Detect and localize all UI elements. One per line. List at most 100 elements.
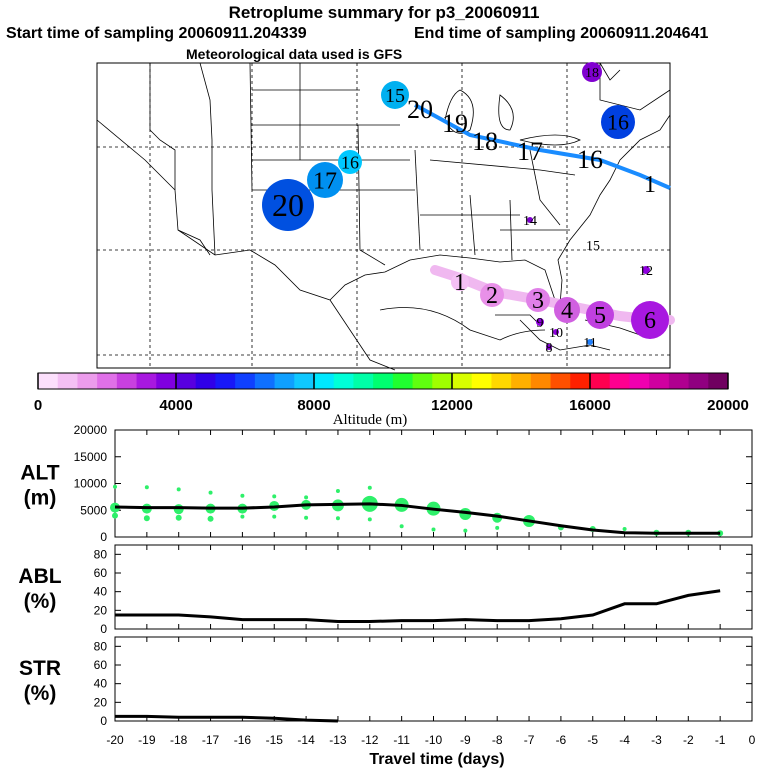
altitude-point	[144, 485, 149, 490]
low-track-label: 1	[454, 270, 466, 296]
high-track-label: 1	[644, 172, 656, 198]
colorbar: 0 4000 8000 12000 16000 20000 Altitude (m)	[34, 372, 749, 428]
colorbar-tick-label: 0	[34, 397, 42, 414]
series-line	[114, 502, 721, 535]
panel-abl: 0 20 40 60 80 ABL(%)	[18, 544, 753, 636]
colorbar-cell	[373, 373, 394, 389]
high-track-label: 16	[577, 145, 603, 174]
y-axis-label: STR	[19, 657, 61, 680]
altitude-point	[495, 525, 500, 530]
y-tick-label: 10000	[74, 477, 108, 491]
colorbar-cell	[353, 373, 374, 389]
plume-label: 14	[523, 214, 537, 229]
colorbar-cell	[235, 373, 256, 389]
plume-marker	[536, 318, 544, 326]
x-tick-label: -15	[266, 733, 284, 747]
colorbar-cell	[412, 373, 433, 389]
x-tick-label: -7	[524, 733, 535, 747]
colorbar-cell	[511, 373, 532, 389]
plume-label: 16	[607, 110, 629, 135]
colorbar-cell	[688, 373, 709, 389]
plume-label: 17	[313, 168, 337, 194]
y-tick-label: 20	[94, 603, 108, 617]
plume-marker	[527, 217, 533, 223]
altitude-point	[272, 514, 277, 519]
low-track-label: 6	[644, 308, 656, 334]
colorbar-cell	[195, 373, 216, 389]
colorbar-cell	[254, 373, 276, 389]
plume-label: 9	[537, 316, 544, 331]
altitude-point	[304, 495, 309, 500]
plume-label: 20	[272, 187, 304, 223]
colorbar-cell	[432, 373, 453, 389]
plume-marker	[338, 150, 362, 174]
low-track-label: 3	[532, 288, 544, 314]
colorbar-label: Altitude (m)	[333, 412, 408, 428]
y-tick-label: 20	[94, 695, 108, 709]
plume-label: 18	[585, 66, 599, 81]
colorbar-cell	[176, 373, 197, 389]
low-track-marker	[480, 283, 504, 307]
colorbar-cell	[38, 373, 59, 389]
altitude-point	[176, 487, 181, 492]
x-tick-label: -16	[234, 733, 252, 747]
plume-marker	[546, 344, 552, 350]
high-track-line	[414, 103, 671, 190]
low-track-marker	[554, 297, 580, 323]
x-tick-label: -5	[587, 733, 598, 747]
x-tick-label: -8	[492, 733, 503, 747]
y-tick-label: 0	[100, 714, 107, 728]
x-tick-label: -14	[297, 733, 315, 747]
plume-marker	[582, 62, 602, 82]
x-tick-label: -12	[361, 733, 379, 747]
y-tick-label: 40	[94, 585, 108, 599]
x-tick-label: -6	[556, 733, 567, 747]
altitude-point	[240, 514, 245, 519]
y-tick-label: 15000	[74, 450, 108, 464]
plume-label: 15	[385, 85, 405, 107]
colorbar-cell	[156, 373, 177, 389]
plume-marker	[307, 162, 343, 198]
colorbar-tick-label: 8000	[297, 397, 330, 414]
y-axis-label: (m)	[24, 487, 57, 510]
chart-title: Retroplume summary for p3_20060911	[228, 3, 540, 22]
altitude-point	[173, 504, 184, 515]
altitude-point	[431, 527, 436, 532]
y-axis-label: ABL	[18, 565, 61, 588]
start-time-label: Start time of sampling 20060911.204339	[6, 25, 307, 42]
colorbar-cell	[452, 373, 473, 389]
y-tick-label: 0	[100, 530, 107, 544]
low-track-label: 2	[486, 283, 498, 309]
x-tick-label: -4	[619, 733, 630, 747]
plume-marker	[642, 266, 650, 274]
high-track-label: 18	[472, 127, 498, 156]
colorbar-cell	[333, 373, 354, 389]
x-tick-label: -9	[460, 733, 471, 747]
low-track-marker	[631, 301, 669, 339]
low-track-marker	[451, 273, 469, 291]
plume-marker	[262, 179, 314, 231]
altitude-point	[272, 494, 277, 499]
y-tick-label: 20000	[74, 423, 108, 437]
x-tick-labels: -20 -19 -18 -17 -16 -15 -14 -13 -12 -11 -10 -9 -8 -7-…	[106, 733, 755, 747]
colorbar-tick-label: 12000	[431, 397, 473, 414]
y-tick-label: 0	[100, 622, 107, 636]
altitude-point	[175, 514, 182, 521]
colorbar-cell	[97, 373, 118, 389]
colorbar-cell	[550, 373, 571, 389]
plume-label: 10	[549, 326, 563, 341]
altitude-point	[113, 484, 117, 489]
panel-frame	[114, 636, 753, 722]
x-tick-label: 0	[749, 733, 756, 747]
low-track-label: 5	[594, 303, 606, 329]
y-tick-label: 60	[94, 566, 108, 580]
plume-label: 8	[546, 341, 553, 356]
colorbar-cell	[708, 373, 729, 389]
plume-marker	[587, 339, 593, 345]
plume-label: 16	[341, 152, 359, 172]
altitude-point	[367, 485, 372, 490]
panel-str: 0 20 40 60 80 STR(%)	[19, 636, 753, 728]
colorbar-cell	[77, 373, 98, 389]
high-track-label: 20	[407, 95, 433, 124]
